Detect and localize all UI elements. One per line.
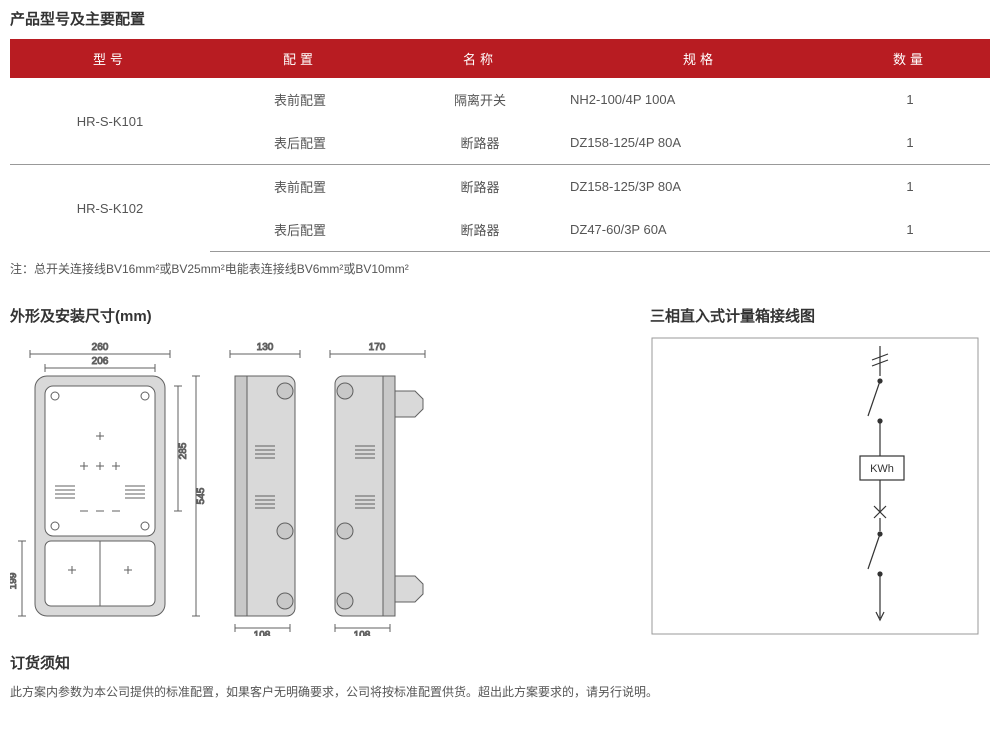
cell-config: 表后配置 [210, 121, 390, 165]
order-section-title: 订货须知 [10, 652, 990, 673]
th-spec: 规格 [570, 39, 830, 78]
cell-qty: 1 [830, 121, 990, 165]
cell-config: 表后配置 [210, 208, 390, 252]
cell-qty: 1 [830, 165, 990, 209]
cell-name: 断路器 [390, 208, 570, 252]
th-name: 名称 [390, 39, 570, 78]
table-row: HR-S-K101 表前配置 隔离开关 NH2-100/4P 100A 1 [10, 78, 990, 121]
meter-label: KWh [870, 463, 894, 475]
outline-drawing: 260 206 [10, 336, 490, 636]
dim-170: 170 [369, 342, 386, 353]
cell-name: 隔离开关 [390, 78, 570, 121]
wiring-diagram: KWh [650, 336, 980, 636]
dim-285: 285 [178, 442, 189, 459]
cell-spec: DZ158-125/3P 80A [570, 165, 830, 209]
wiring-section-title: 三相直入式计量箱接线图 [650, 305, 990, 326]
dim-130: 130 [257, 342, 274, 353]
dim-206: 206 [92, 356, 109, 367]
dim-108a: 108 [254, 630, 271, 636]
order-note-text: 此方案内参数为本公司提供的标准配置，如果客户无明确要求，公司将按标准配置供货。超… [10, 683, 990, 702]
cell-name: 断路器 [390, 121, 570, 165]
cell-name: 断路器 [390, 165, 570, 209]
outline-section-title: 外形及安装尺寸(mm) [10, 305, 610, 326]
th-config: 配置 [210, 39, 390, 78]
dim-545: 545 [196, 487, 207, 504]
th-model: 型号 [10, 39, 210, 78]
th-qty: 数量 [830, 39, 990, 78]
spec-section-title: 产品型号及主要配置 [10, 8, 990, 29]
cell-model: HR-S-K102 [10, 165, 210, 252]
table-header-row: 型号 配置 名称 规格 数量 [10, 39, 990, 78]
cell-config: 表前配置 [210, 165, 390, 209]
dim-199: 199 [10, 572, 19, 589]
table-row: HR-S-K102 表前配置 断路器 DZ158-125/3P 80A 1 [10, 165, 990, 209]
cell-spec: NH2-100/4P 100A [570, 78, 830, 121]
spec-table: 型号 配置 名称 规格 数量 HR-S-K101 表前配置 隔离开关 NH2-1… [10, 39, 990, 252]
cell-model: HR-S-K101 [10, 78, 210, 165]
cell-config: 表前配置 [210, 78, 390, 121]
cell-qty: 1 [830, 78, 990, 121]
cell-qty: 1 [830, 208, 990, 252]
cell-spec: DZ47-60/3P 60A [570, 208, 830, 252]
table-footnote: 注：总开关连接线BV16mm²或BV25mm²电能表连接线BV6mm²或BV10… [10, 260, 990, 277]
dim-108b: 108 [354, 630, 371, 636]
dim-260: 260 [92, 342, 109, 353]
cell-spec: DZ158-125/4P 80A [570, 121, 830, 165]
